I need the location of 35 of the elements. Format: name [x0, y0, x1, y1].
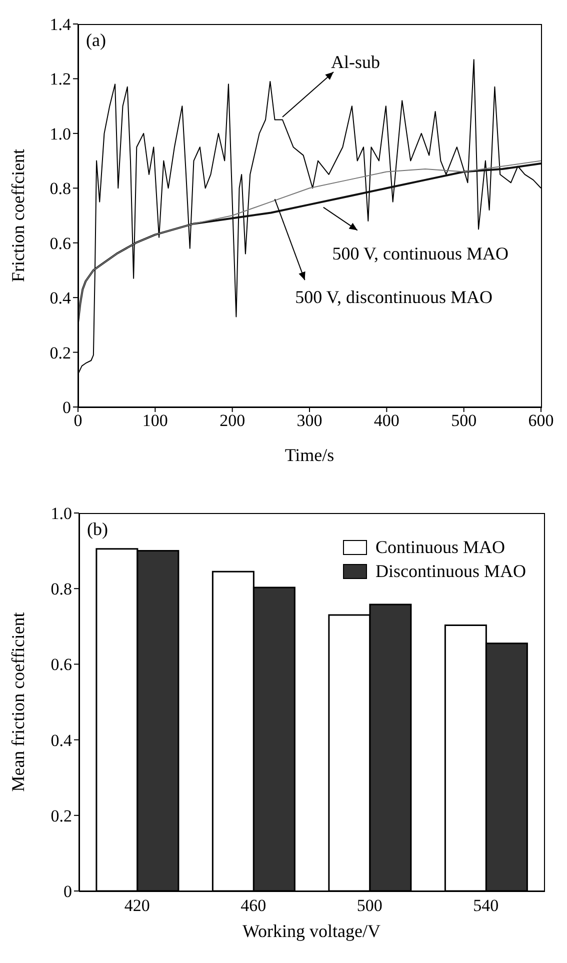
x-tick-label: 420 — [124, 896, 150, 916]
y-tick-label: 1.0 — [50, 124, 71, 144]
y-tick-label: 0.8 — [50, 179, 71, 198]
x-tick-label: 300 — [296, 411, 322, 430]
y-tick-label: 1.0 — [50, 504, 72, 524]
y-tick-label: 1.4 — [50, 15, 72, 34]
x-tick-label: 600 — [528, 411, 554, 430]
y-tick-label: 0.2 — [50, 343, 71, 362]
y-tick-label: 0.6 — [50, 655, 72, 674]
y-tick-label: 0.8 — [50, 580, 72, 599]
annotation: 500 V, continuous MAO — [332, 243, 509, 264]
x-tick-label: 400 — [374, 411, 400, 430]
legend-label: Continuous MAO — [375, 536, 505, 559]
annotation: Al-sub — [330, 52, 380, 72]
y-axis-title: Mean friction coefficient — [8, 612, 28, 792]
x-tick-label: 540 — [473, 896, 499, 916]
y-tick-label: 0.4 — [50, 730, 72, 750]
y-axis-title: Friction coeffcient — [8, 148, 28, 282]
y-tick-label: 0 — [62, 398, 71, 418]
y-tick-label: 0.6 — [50, 234, 71, 253]
y-tick-label: 0 — [64, 882, 72, 902]
x-tick-label: 100 — [142, 411, 168, 430]
x-tick-label: 500 — [356, 896, 382, 916]
legend-label: Discontinuous MAO — [375, 560, 526, 583]
annotation: (b) — [87, 519, 108, 539]
x-axis-title: Time/s — [284, 445, 334, 465]
y-tick-label: 0.4 — [50, 288, 72, 308]
x-tick-label: 500 — [451, 411, 477, 430]
y-tick-label: 0.2 — [50, 806, 72, 826]
annotation: (a) — [86, 30, 106, 50]
annotation: 500 V, discontinuous MAO — [295, 287, 492, 308]
x-tick-label: 460 — [240, 896, 266, 916]
x-axis-title: Working voltage/V — [242, 921, 381, 941]
y-tick-label: 1.2 — [50, 70, 71, 89]
x-tick-label: 200 — [220, 411, 246, 430]
